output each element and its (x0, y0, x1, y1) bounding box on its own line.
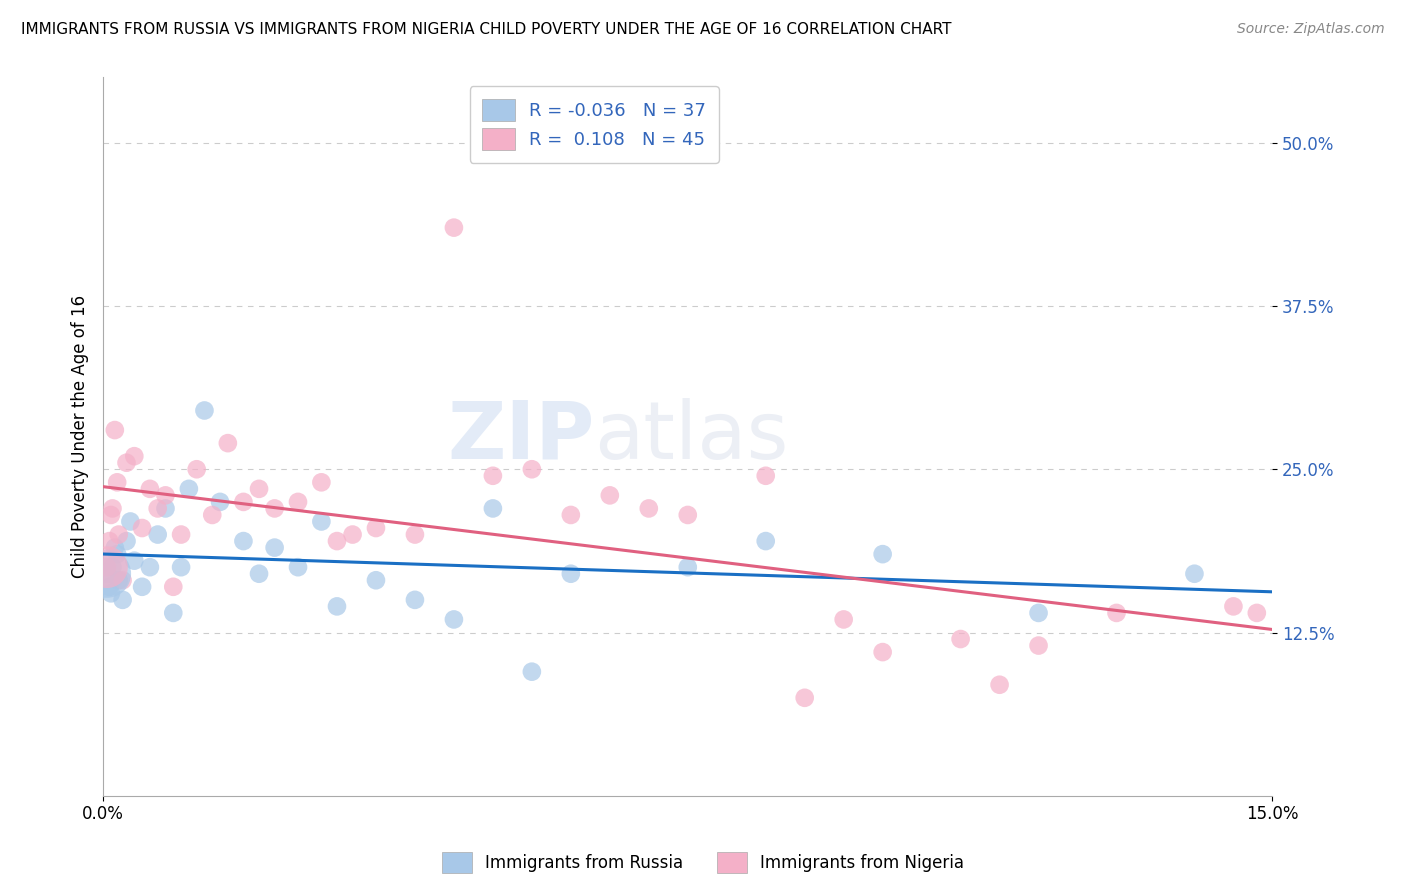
Point (520, 665, 543, 679)
Point (872, 645, 894, 659)
Point (177, 482, 200, 496)
Point (101, 501, 124, 516)
Point (988, 678, 1011, 692)
Point (1246, 606, 1268, 620)
Point (100, 586, 122, 600)
Point (209, 495, 232, 509)
Point (560, 508, 582, 522)
Point (96, 560, 118, 574)
Point (326, 534, 349, 549)
Point (111, 592, 134, 607)
Point (96, 560, 118, 574)
Point (115, 534, 138, 549)
Point (107, 574, 129, 588)
Point (364, 574, 387, 588)
Point (404, 592, 426, 607)
Point (676, 508, 699, 522)
Point (793, 690, 815, 705)
Point (201, 508, 224, 522)
Point (287, 560, 309, 574)
Point (155, 488, 177, 502)
Point (146, 527, 169, 541)
Text: ZIP: ZIP (447, 398, 595, 475)
Point (146, 501, 169, 516)
Legend: Immigrants from Russia, Immigrants from Nigeria: Immigrants from Russia, Immigrants from … (436, 846, 970, 880)
Point (96, 566, 118, 581)
Text: IMMIGRANTS FROM RUSSIA VS IMMIGRANTS FROM NIGERIA CHILD POVERTY UNDER THE AGE OF: IMMIGRANTS FROM RUSSIA VS IMMIGRANTS FRO… (21, 22, 952, 37)
Point (155, 501, 177, 516)
Point (311, 475, 333, 490)
Point (1184, 566, 1206, 581)
Point (105, 475, 128, 490)
Point (98, 534, 121, 549)
Point (186, 462, 208, 476)
Point (520, 462, 543, 476)
Point (139, 482, 162, 496)
Point (287, 495, 309, 509)
Point (162, 606, 184, 620)
Point (443, 220, 465, 235)
Point (131, 521, 153, 535)
Point (124, 554, 146, 568)
Point (107, 527, 129, 541)
Point (482, 501, 505, 516)
Text: atlas: atlas (595, 398, 789, 475)
Point (755, 534, 778, 549)
Point (364, 521, 387, 535)
Y-axis label: Child Poverty Under the Age of 16: Child Poverty Under the Age of 16 (72, 295, 89, 578)
Point (96, 566, 118, 581)
Point (1028, 639, 1050, 653)
Point (560, 566, 582, 581)
Point (443, 612, 465, 626)
Point (100, 508, 122, 522)
Point (872, 547, 894, 561)
Point (404, 527, 426, 541)
Point (676, 560, 699, 574)
Point (263, 501, 285, 516)
Point (162, 580, 184, 594)
Point (217, 436, 239, 450)
Point (263, 541, 285, 555)
Point (326, 599, 349, 614)
Point (1105, 606, 1128, 620)
Point (104, 541, 127, 555)
Point (1028, 606, 1050, 620)
Point (170, 560, 193, 574)
Legend: R = -0.036   N = 37, R =  0.108   N = 45: R = -0.036 N = 37, R = 0.108 N = 45 (470, 87, 718, 163)
Point (232, 534, 254, 549)
Point (105, 547, 128, 561)
Point (599, 488, 621, 502)
Point (247, 566, 270, 581)
Point (131, 580, 153, 594)
Point (120, 515, 142, 529)
Point (482, 468, 505, 483)
Point (170, 527, 193, 541)
Point (949, 632, 972, 646)
Point (342, 527, 364, 541)
Point (101, 560, 124, 574)
Point (139, 560, 162, 574)
Point (115, 456, 138, 470)
Point (104, 423, 127, 437)
Point (832, 612, 855, 626)
Point (232, 495, 254, 509)
Point (637, 501, 659, 516)
Text: Source: ZipAtlas.com: Source: ZipAtlas.com (1237, 22, 1385, 37)
Point (98, 580, 121, 594)
Point (124, 449, 146, 463)
Point (755, 468, 778, 483)
Point (193, 403, 215, 417)
Point (311, 515, 333, 529)
Point (1222, 599, 1244, 614)
Point (111, 574, 134, 588)
Point (247, 482, 270, 496)
